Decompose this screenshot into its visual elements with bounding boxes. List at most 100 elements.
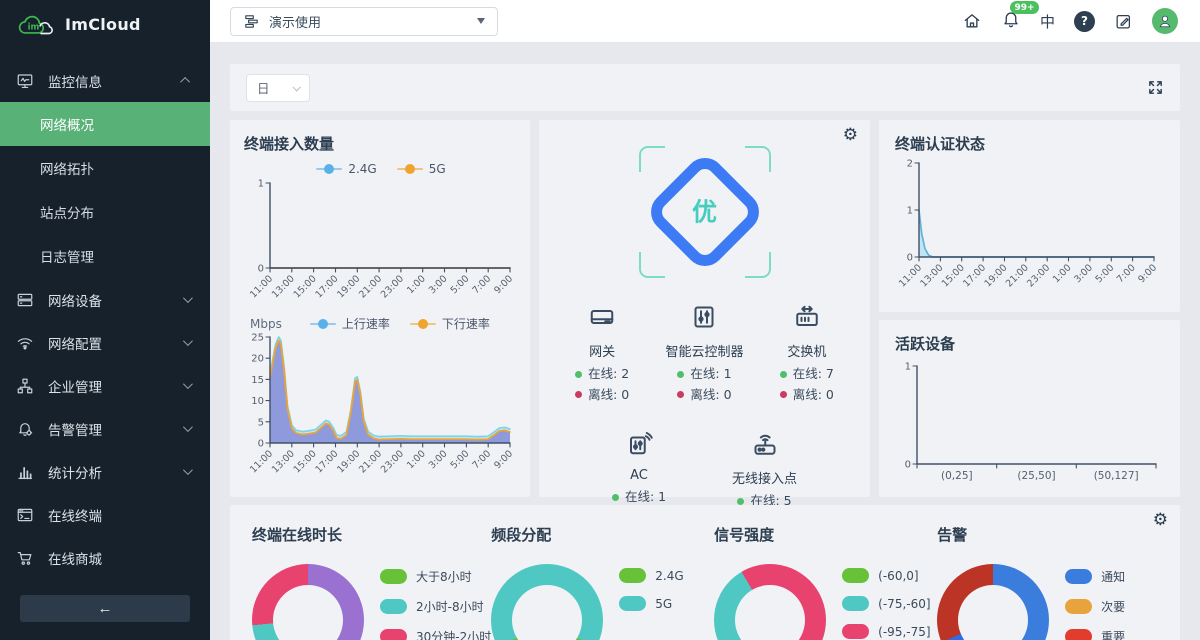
sidebar-item-alarm-mgmt[interactable]: 告警管理: [0, 407, 210, 450]
online-dot-icon: [737, 498, 745, 506]
svg-text:3:00: 3:00: [427, 448, 450, 471]
app-name: ImCloud: [65, 15, 141, 34]
legend-label: 上行速率: [341, 317, 390, 331]
svg-text:23:00: 23:00: [379, 448, 406, 475]
panel-active-devices: 活跃设备 0 1 (0,25] (25,50] (50,127]: [879, 320, 1180, 497]
legend-label: 下行速率: [441, 317, 490, 331]
sidebar-collapse-button[interactable]: ←: [20, 595, 190, 622]
sidebar-subitem-site-distribution[interactable]: 站点分布: [0, 190, 210, 234]
main-area: 演示使用 99+ 中 ?: [210, 0, 1200, 640]
donut-grid: 终端在线时长 大于8小时 2小时-8小时 30分钟-2小时 频段分配 2.4G 5G 信号强度…: [252, 524, 1160, 640]
chevron-down-icon: [182, 422, 193, 433]
svg-text:9:00: 9:00: [492, 273, 515, 296]
legend-swatch: [619, 568, 647, 583]
legend-marker: [316, 164, 343, 174]
sidebar-subitem-network-topology[interactable]: 网络拓扑: [0, 146, 210, 190]
band-allocation-donut-chart: [491, 564, 604, 640]
stat-group-body: (-60,0] (-75,-60] (-95,-75]: [714, 564, 937, 640]
svg-text:11:00: 11:00: [248, 273, 275, 300]
legend-swatch: [380, 569, 407, 584]
sidebar-item-label: 在线终端: [48, 508, 102, 525]
sidebar-subitem-label: 网络概况: [40, 118, 94, 134]
fullscreen-icon[interactable]: [1147, 79, 1164, 96]
svg-text:10: 10: [251, 396, 264, 407]
notification-badge: 99+: [1009, 1, 1040, 14]
svg-text:13:00: 13:00: [270, 448, 297, 475]
language-toggle[interactable]: 中: [1039, 12, 1055, 31]
sidebar-item-online-mall[interactable]: 在线商城: [0, 536, 210, 579]
help-button[interactable]: ?: [1074, 10, 1095, 32]
caret-down-icon: [477, 18, 485, 24]
sidebar-item-enterprise-mgmt[interactable]: 企业管理: [0, 364, 210, 407]
device-name: 网关: [589, 345, 616, 360]
donut-legend: (-60,0] (-75,-60] (-95,-75]: [842, 568, 931, 640]
svg-text:7:00: 7:00: [470, 273, 493, 296]
sidebar-item-monitor-info[interactable]: 监控信息: [0, 59, 210, 102]
gear-icon[interactable]: ⚙: [842, 125, 858, 145]
left-arrow-icon: ←: [97, 600, 113, 617]
donut-hole: [512, 585, 583, 640]
panel-network-health: ⚙ 优 网关 在线: 2 离线: 0 智能云控制器 在线: 1 离线: 0 交换机 在线: 7…: [539, 120, 870, 529]
svg-text:0: 0: [258, 264, 264, 275]
gear-icon[interactable]: ⚙: [1152, 510, 1168, 530]
sidebar-item-online-terminals[interactable]: 在线终端: [0, 493, 210, 536]
svg-text:15:00: 15:00: [940, 262, 967, 289]
legend-label: 30分钟-2小时: [416, 630, 492, 640]
notifications-button[interactable]: 99+: [1001, 1, 1040, 33]
svg-text:(50,127]: (50,127]: [1094, 470, 1139, 482]
device-status-grid: 网关 在线: 2 离线: 0 智能云控制器 在线: 1 离线: 0 交换机 在线: 7 离线: …: [551, 302, 858, 533]
svg-text:5:00: 5:00: [449, 273, 472, 296]
svg-text:21:00: 21:00: [357, 273, 384, 300]
online-dot-icon: [611, 494, 619, 502]
donut-legend: 大于8小时 2小时-8小时 30分钟-2小时: [380, 568, 491, 640]
stat-group-band-allocation: 频段分配 2.4G 5G: [491, 524, 714, 640]
svg-text:13:00: 13:00: [270, 273, 297, 300]
stat-group-online-duration: 终端在线时长 大于8小时 2小时-8小时 30分钟-2小时: [252, 524, 491, 640]
feedback-edit-icon[interactable]: [1114, 12, 1133, 31]
online-dot-icon: [779, 370, 787, 378]
legend-label: (-75,-60]: [878, 596, 931, 611]
sidebar-item-network-config[interactable]: 网络配置: [0, 321, 210, 364]
device-cloud-controller: 智能云控制器 在线: 1 离线: 0: [653, 302, 755, 405]
sidebar-subitem-network-overview[interactable]: 网络概况: [0, 102, 210, 146]
health-grade-badge: 优: [638, 146, 771, 278]
svg-text:15:00: 15:00: [292, 273, 319, 300]
period-selector[interactable]: 日: [246, 73, 310, 102]
legend-item: 2.4G: [619, 568, 684, 583]
legend-label: 2.4G: [348, 162, 377, 176]
access-legend: 2.4G 5G: [244, 162, 518, 176]
stat-group-title: 告警: [937, 526, 968, 544]
content: 日 终端接入数量 2.4G 5G 0 1 11:00 13:00 15:00 17:00 19…: [210, 43, 1200, 640]
terminal-access-chart: 0 1 11:0013:0015:0017:0019:0021:0023:001:0…: [248, 179, 515, 301]
legend-label: 大于8小时: [416, 570, 472, 584]
legend-swatch: [380, 629, 407, 640]
device-stats: 在线: 7 离线: 0: [779, 364, 834, 405]
legend-label: 2小时-8小时: [416, 600, 484, 614]
alarms-donut-chart: [937, 564, 1050, 640]
device-stats: 在线: 2 离线: 0: [575, 364, 629, 405]
svg-text:19:00: 19:00: [982, 262, 1009, 289]
sidebar-subitem-log-management[interactable]: 日志管理: [0, 234, 210, 278]
svg-text:17:00: 17:00: [313, 273, 340, 300]
svg-text:15:00: 15:00: [292, 448, 319, 475]
legend-item: 2.4G: [316, 162, 377, 176]
avatar[interactable]: [1152, 8, 1178, 34]
svg-text:15: 15: [251, 375, 264, 386]
online-label: 在线: 7: [792, 366, 834, 381]
panel-terminal-access: 终端接入数量 2.4G 5G 0 1 11:00 13:00 15:00 17:00 19:0…: [230, 120, 530, 497]
legend-swatch: [619, 596, 647, 611]
rate-chart-header: Mbps 上行速率 下行速率: [244, 315, 518, 332]
sidebar-item-network-devices[interactable]: 网络设备: [0, 278, 210, 321]
sidebar-item-label: 统计分析: [48, 465, 102, 482]
rate-legend: 上行速率 下行速率: [282, 315, 518, 332]
home-icon[interactable]: [962, 11, 982, 31]
legend-item: 通知: [1065, 568, 1125, 585]
wifi-icon: [17, 337, 33, 350]
sidebar-item-stats-analysis[interactable]: 统计分析: [0, 450, 210, 493]
legend-label: 重要: [1101, 630, 1126, 640]
panel-terminal-auth: 终端认证状态 0 1 2 11:00 13:00 15:00 17:00 19:00 21:00…: [879, 120, 1180, 312]
legend-item: 大于8小时: [380, 568, 491, 585]
svg-text:11:00: 11:00: [897, 262, 924, 289]
cloud-logo-icon: im: [18, 15, 53, 35]
org-selector[interactable]: 演示使用: [230, 6, 498, 36]
